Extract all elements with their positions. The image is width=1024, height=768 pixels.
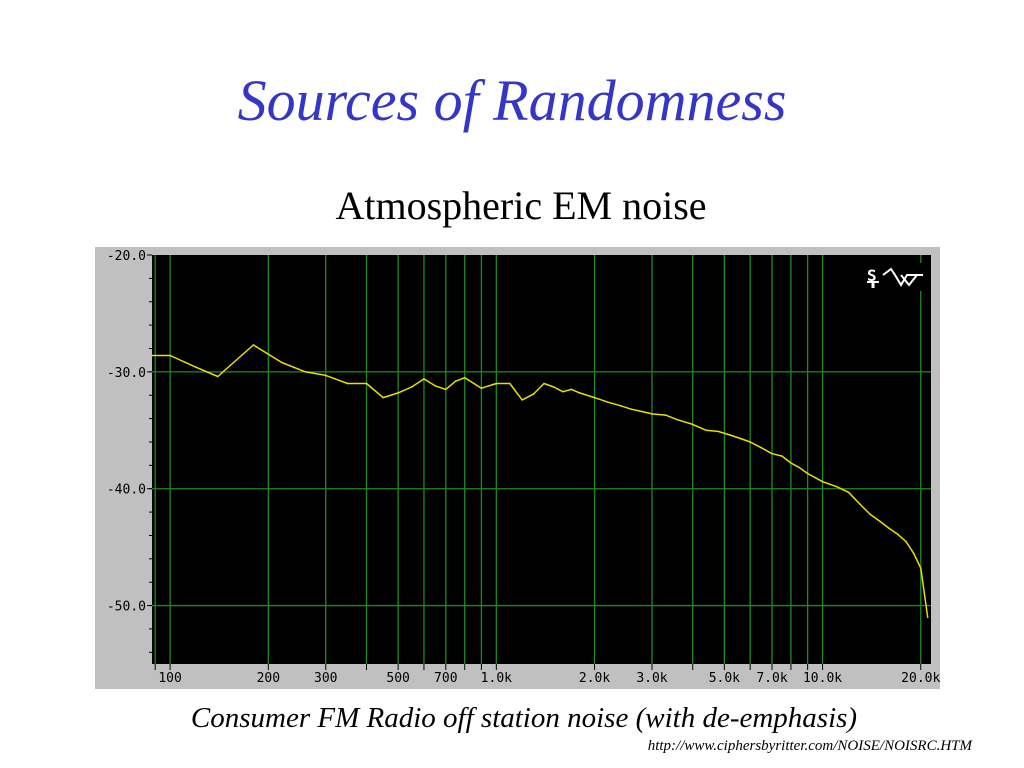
trace xyxy=(151,344,929,619)
data-point xyxy=(641,410,644,413)
data-point xyxy=(252,344,255,346)
data-point xyxy=(780,455,783,457)
data-point xyxy=(760,447,763,449)
x-tick-label: 200 xyxy=(257,671,280,686)
data-point xyxy=(912,552,915,554)
data-point xyxy=(896,533,899,536)
x-tick-label: 5.0k xyxy=(709,671,740,686)
data-point xyxy=(717,430,720,433)
data-point xyxy=(869,513,872,516)
y-tick-label: -30.0 xyxy=(107,366,146,381)
data-point xyxy=(835,485,837,488)
data-point xyxy=(304,371,307,373)
data-point xyxy=(739,437,742,440)
series-line xyxy=(152,344,929,618)
spectrum-sine-icon: S xyxy=(865,263,925,291)
data-point xyxy=(195,366,197,368)
data-point xyxy=(858,503,861,505)
data-point xyxy=(790,462,792,464)
data-point xyxy=(324,374,327,377)
data-point xyxy=(798,466,801,469)
data-point xyxy=(607,401,609,404)
data-point xyxy=(552,386,555,388)
data-point xyxy=(619,404,622,407)
x-tick-label: 700 xyxy=(434,671,457,686)
data-point xyxy=(771,452,773,455)
data-point xyxy=(578,392,581,394)
y-tick-label: -20.0 xyxy=(107,249,146,264)
data-point xyxy=(821,480,824,483)
data-point xyxy=(749,441,751,443)
data-point xyxy=(729,434,731,436)
x-tick-label: 100 xyxy=(158,671,181,686)
data-point xyxy=(543,382,545,385)
data-point xyxy=(593,396,596,399)
data-point xyxy=(434,385,437,387)
data-point xyxy=(423,378,425,380)
data-point xyxy=(570,388,573,391)
y-tick-label: -50.0 xyxy=(107,600,146,615)
slide-title: Sources of Randomness xyxy=(237,68,787,133)
data-point xyxy=(677,418,679,421)
x-tick-label: 300 xyxy=(314,671,337,686)
y-tick-label: -40.0 xyxy=(107,483,146,498)
data-point xyxy=(495,382,498,385)
data-point xyxy=(346,382,349,385)
data-point xyxy=(847,491,850,494)
data-point xyxy=(521,399,523,401)
data-point xyxy=(926,616,929,619)
axes: -20.0 -30.0 -40.0 -50.0 100 200 300 500 700 1.0k 2… xyxy=(107,249,940,686)
source-url[interactable]: http://www.ciphersbyritter.com/NOISE/NOI… xyxy=(647,738,972,754)
data-point xyxy=(664,414,667,416)
data-point xyxy=(454,380,457,383)
x-tick-label: 20.0k xyxy=(901,671,940,686)
x-tick-label: 3.0k xyxy=(636,671,667,686)
data-point xyxy=(806,472,809,475)
data-point xyxy=(216,375,219,378)
data-point xyxy=(397,392,399,394)
x-tick-label: 10.0k xyxy=(803,671,842,686)
chart-caption: Consumer FM Radio off station noise (wit… xyxy=(190,702,858,734)
data-point xyxy=(151,354,153,357)
data-point xyxy=(919,567,922,569)
data-point xyxy=(630,408,633,411)
data-point xyxy=(382,396,385,399)
data-point xyxy=(444,388,447,391)
data-point xyxy=(905,540,907,543)
svg-text:S: S xyxy=(867,266,877,285)
data-point xyxy=(169,354,171,357)
data-point xyxy=(651,413,653,415)
data-point xyxy=(480,387,483,390)
x-tick-label: 7.0k xyxy=(756,671,787,686)
data-point xyxy=(410,386,413,388)
plot-area xyxy=(152,255,931,664)
data-point xyxy=(562,390,564,393)
x-tick-label: 500 xyxy=(386,671,409,686)
data-point xyxy=(532,393,535,395)
data-point xyxy=(691,423,694,426)
grid xyxy=(152,255,931,664)
data-point xyxy=(879,520,881,523)
x-tick-label: 1.0k xyxy=(481,671,512,686)
data-point xyxy=(705,429,708,432)
x-tick-label: 2.0k xyxy=(579,671,610,686)
spectrum-chart: -20.0 -30.0 -40.0 -50.0 100 200 300 500 700 1.0k 2… xyxy=(95,247,940,689)
data-point xyxy=(463,376,466,379)
data-point xyxy=(365,382,368,385)
data-point xyxy=(509,382,511,385)
data-point xyxy=(281,361,283,364)
data-point xyxy=(888,527,890,530)
slide-subtitle: Atmospheric EM noise xyxy=(335,183,707,228)
